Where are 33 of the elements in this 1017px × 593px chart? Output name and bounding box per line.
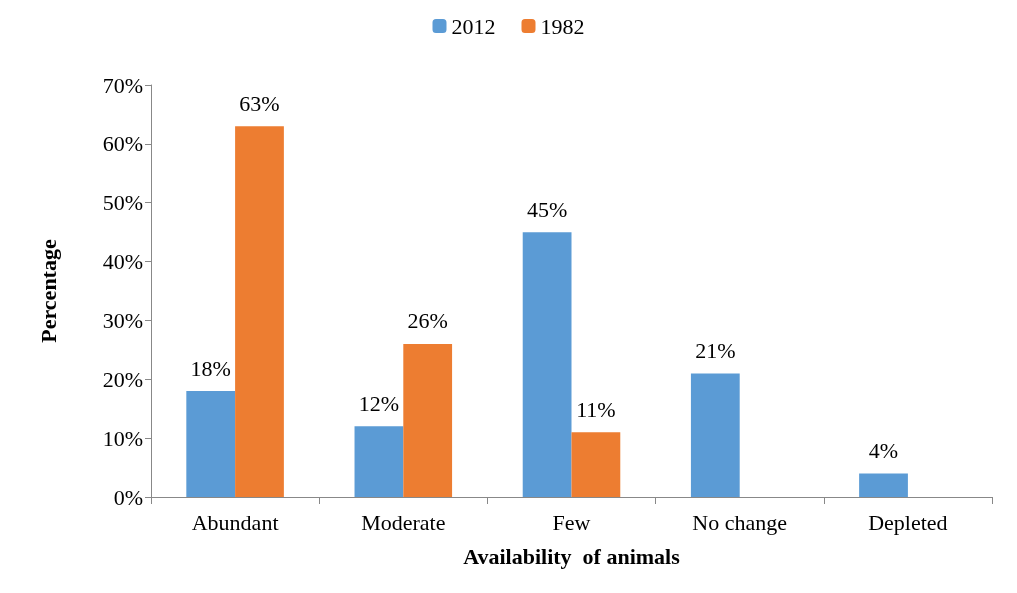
bar [186, 391, 236, 497]
x-axis-title: Availability of animals [463, 543, 681, 569]
y-tick-label: 10% [102, 425, 143, 451]
y-tick-label: 40% [102, 249, 143, 275]
x-tick-label: Depleted [868, 509, 948, 535]
x-tick-label: Few [552, 509, 591, 535]
y-axis-title: Percentage [35, 239, 61, 343]
data-label: 11% [576, 396, 616, 422]
data-label: 45% [526, 196, 568, 222]
y-tick-label: 20% [102, 366, 143, 392]
data-label: 18% [190, 355, 231, 381]
data-label: 63% [239, 90, 280, 116]
y-tick-label: 70% [102, 72, 143, 98]
y-tick-label: 0% [113, 484, 143, 510]
legend-label: 2012 [451, 13, 496, 39]
data-label: 21% [695, 337, 736, 363]
data-label: 4% [868, 437, 899, 463]
bar [354, 426, 404, 497]
y-tick-label: 50% [102, 190, 143, 216]
y-tick-label: 60% [102, 131, 143, 157]
data-label: 12% [358, 390, 400, 416]
legend-label: 1982 [540, 13, 585, 39]
data-label: 26% [407, 308, 448, 334]
bar [859, 473, 908, 497]
bar [235, 126, 284, 497]
x-tick-label: No change [692, 509, 788, 535]
bar [690, 373, 740, 497]
y-tick-label: 30% [102, 307, 143, 333]
x-tick-label: Abundant [191, 509, 279, 535]
bar [403, 343, 453, 497]
x-tick-label: Moderate [361, 509, 446, 535]
bar [522, 232, 572, 497]
bar [571, 432, 621, 497]
